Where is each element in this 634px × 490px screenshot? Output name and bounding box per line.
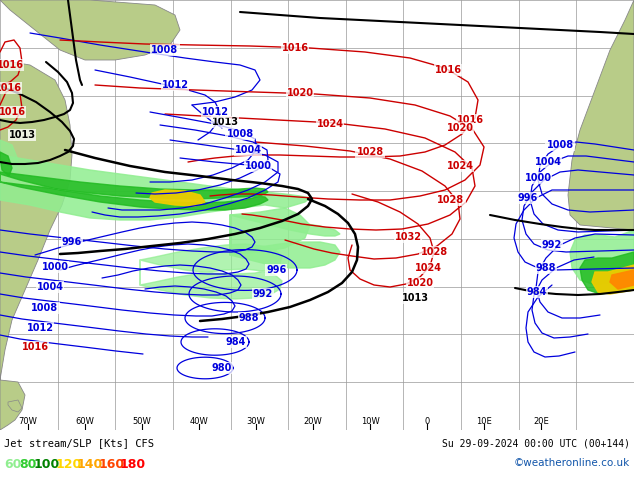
Text: 1008: 1008 — [152, 45, 179, 55]
Text: 120: 120 — [56, 458, 82, 471]
Text: 1024: 1024 — [415, 263, 441, 273]
Polygon shape — [0, 0, 180, 60]
Text: 996: 996 — [266, 265, 287, 275]
Text: 70W: 70W — [18, 417, 37, 426]
Polygon shape — [592, 265, 634, 294]
Polygon shape — [580, 252, 634, 294]
Text: 1008: 1008 — [226, 129, 254, 139]
Text: 984: 984 — [527, 287, 547, 297]
Text: 1024: 1024 — [446, 161, 474, 171]
Polygon shape — [0, 172, 268, 210]
Text: 1012: 1012 — [27, 323, 53, 333]
Text: 988: 988 — [239, 313, 259, 323]
Polygon shape — [0, 60, 72, 430]
Text: 1004: 1004 — [534, 157, 562, 167]
Text: 1008: 1008 — [547, 140, 574, 150]
Text: 1028: 1028 — [356, 147, 384, 157]
Polygon shape — [0, 380, 25, 430]
Text: 1016: 1016 — [22, 342, 48, 352]
Text: 1016: 1016 — [281, 43, 309, 53]
Text: 1028: 1028 — [437, 195, 465, 205]
Text: 60W: 60W — [75, 417, 94, 426]
Text: 996: 996 — [518, 193, 538, 203]
Text: 180: 180 — [120, 458, 146, 471]
Text: 1016: 1016 — [0, 83, 22, 93]
Text: 0: 0 — [424, 417, 430, 426]
Text: 988: 988 — [536, 263, 556, 273]
Polygon shape — [568, 0, 634, 230]
Text: 160: 160 — [98, 458, 125, 471]
Text: 1020: 1020 — [446, 123, 474, 133]
Text: Su 29-09-2024 00:00 UTC (00+144): Su 29-09-2024 00:00 UTC (00+144) — [442, 438, 630, 448]
Text: 40W: 40W — [190, 417, 209, 426]
Text: 20W: 20W — [304, 417, 322, 426]
Text: 100: 100 — [34, 458, 60, 471]
Text: 1000: 1000 — [41, 262, 68, 272]
Text: 992: 992 — [252, 289, 273, 299]
Text: 1020: 1020 — [287, 88, 313, 98]
Text: 20E: 20E — [533, 417, 549, 426]
Text: 1016: 1016 — [434, 65, 462, 75]
Text: 1000: 1000 — [245, 161, 271, 171]
Text: 980: 980 — [212, 363, 232, 373]
Text: 1004: 1004 — [235, 145, 261, 155]
Text: 80: 80 — [19, 458, 36, 471]
Text: 996: 996 — [62, 237, 82, 247]
Text: 1032: 1032 — [394, 232, 422, 242]
Text: 10W: 10W — [361, 417, 379, 426]
Text: 984: 984 — [225, 337, 245, 347]
Text: 1024: 1024 — [316, 119, 344, 129]
Polygon shape — [570, 230, 634, 285]
Text: 30W: 30W — [247, 417, 266, 426]
Polygon shape — [610, 270, 634, 289]
Text: 1016: 1016 — [0, 107, 25, 117]
Text: 60: 60 — [4, 458, 22, 471]
Polygon shape — [230, 215, 340, 268]
Polygon shape — [0, 140, 18, 172]
Text: 1016: 1016 — [456, 115, 484, 125]
Text: ©weatheronline.co.uk: ©weatheronline.co.uk — [514, 458, 630, 468]
Polygon shape — [0, 155, 310, 255]
Text: 1012: 1012 — [202, 107, 228, 117]
Text: 10E: 10E — [476, 417, 492, 426]
Polygon shape — [8, 400, 22, 412]
Polygon shape — [150, 190, 205, 206]
Text: 1008: 1008 — [32, 303, 58, 313]
Text: 1012: 1012 — [162, 80, 188, 90]
Text: 992: 992 — [542, 240, 562, 250]
Text: 1028: 1028 — [420, 247, 448, 257]
Polygon shape — [140, 244, 282, 299]
Text: 1004: 1004 — [37, 282, 63, 292]
Text: 1000: 1000 — [524, 173, 552, 183]
Text: 1013: 1013 — [401, 293, 429, 303]
Polygon shape — [0, 152, 12, 176]
Text: 1016: 1016 — [0, 60, 23, 70]
Text: 1013: 1013 — [8, 130, 36, 140]
Text: 50W: 50W — [133, 417, 152, 426]
Text: 1013: 1013 — [212, 117, 238, 127]
Text: 1020: 1020 — [406, 278, 434, 288]
Text: Jet stream/SLP [Kts] CFS: Jet stream/SLP [Kts] CFS — [4, 438, 154, 448]
Text: 140: 140 — [77, 458, 103, 471]
